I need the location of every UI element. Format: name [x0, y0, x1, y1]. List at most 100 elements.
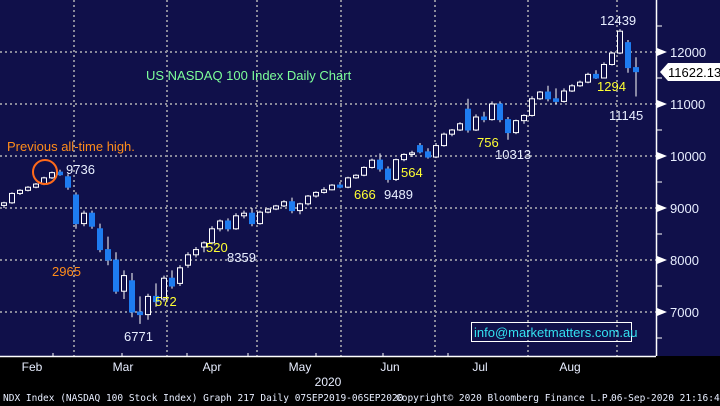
candle	[369, 158, 375, 169]
candle-body-up	[433, 145, 439, 158]
candle	[33, 183, 39, 189]
y-tick-marker	[657, 308, 667, 316]
y-axis: 12000 11000 10000 9000 8000 7000	[656, 25, 706, 339]
candle-body-up	[161, 277, 167, 300]
candle-body-down	[425, 151, 431, 158]
candle	[81, 210, 87, 227]
candle-body-up	[17, 189, 23, 194]
candle	[473, 114, 479, 132]
candle-body-up	[529, 98, 535, 116]
candle-body-up	[369, 159, 375, 168]
candle-body-up	[81, 212, 87, 225]
candle-body-up	[193, 249, 199, 256]
candle	[313, 191, 319, 198]
candle-body-up	[209, 228, 215, 244]
candle	[521, 114, 527, 124]
candle-body-down	[73, 194, 79, 225]
candle	[633, 57, 639, 97]
annotation-10313: 10313	[495, 147, 531, 162]
candle	[121, 270, 127, 299]
candle-body-down	[553, 98, 559, 102]
candle	[169, 270, 175, 289]
candle-body-down	[625, 42, 631, 69]
candle	[113, 252, 119, 294]
candle-body-up	[449, 129, 455, 135]
candle	[89, 210, 95, 229]
candle	[225, 218, 231, 232]
candle-body-up	[25, 186, 31, 191]
candle	[305, 195, 311, 206]
candle	[553, 88, 559, 104]
candle	[9, 192, 15, 204]
y-tick-marker	[657, 48, 667, 56]
x-tick-label: May	[289, 360, 312, 374]
candle	[545, 85, 551, 102]
last-price-value: 11622.13	[668, 65, 720, 80]
candle	[161, 275, 167, 302]
candle	[129, 273, 135, 318]
annotation-11145: 11145	[609, 108, 643, 123]
y-tick-label: 7000	[670, 305, 699, 320]
candle-body-up	[609, 52, 615, 65]
annotation-2965: 2965	[52, 264, 81, 279]
candle-body-down	[137, 311, 143, 316]
candle-body-down	[225, 220, 231, 230]
y-tick-label: 9000	[670, 201, 699, 216]
candle-body-down	[113, 259, 119, 292]
y-tick-label: 10000	[670, 149, 706, 164]
candle-body-down	[377, 159, 383, 170]
candle-body-up	[569, 85, 575, 92]
x-tick-label: Feb	[22, 360, 43, 374]
candles	[1, 29, 639, 324]
y-tick-marker	[657, 204, 667, 212]
candle-body-up	[265, 208, 271, 213]
bottom-bar	[0, 356, 720, 406]
candle-body-down	[105, 249, 111, 261]
annotation-1294: 1294	[597, 79, 626, 94]
candle-body-up	[217, 220, 223, 230]
candle-body-up	[33, 183, 39, 188]
candle	[329, 184, 335, 191]
annotation-572: 572	[155, 294, 177, 309]
candle	[497, 101, 503, 123]
candle	[601, 62, 607, 79]
candle-body-down	[633, 67, 639, 73]
candle	[297, 202, 303, 215]
candle-body-up	[457, 123, 463, 131]
candle-body-up	[585, 73, 591, 83]
candle	[257, 210, 263, 225]
candle	[537, 91, 543, 100]
candle-body-up	[313, 191, 319, 197]
candle	[217, 219, 223, 232]
annotation-12439: 12439	[600, 13, 636, 28]
candle-body-down	[153, 295, 159, 303]
candle-body-down	[289, 201, 295, 212]
x-tick-label: Aug	[559, 360, 580, 374]
candle	[265, 208, 271, 214]
x-tick-label: Jun	[380, 360, 399, 374]
candle-body-down	[497, 103, 503, 121]
candle	[481, 111, 487, 123]
candle	[409, 150, 415, 158]
candle-body-down	[481, 116, 487, 121]
annotation-9489: 9489	[384, 187, 413, 202]
candle-body-down	[465, 108, 471, 131]
candle-body-down	[169, 277, 175, 287]
candle-body-up	[601, 63, 607, 79]
candle	[337, 182, 343, 189]
candle-body-up	[513, 120, 519, 134]
y-tick-marker	[657, 152, 667, 160]
candle	[153, 283, 159, 307]
candle-body-up	[329, 184, 335, 191]
candle-body-up	[145, 295, 151, 316]
candle	[561, 88, 567, 103]
candle-body-up	[473, 116, 479, 131]
x-axis: Feb Mar Apr May Jun Jul Aug 2020	[22, 353, 581, 389]
candle	[585, 72, 591, 84]
candle	[505, 117, 511, 140]
candle-body-up	[305, 195, 311, 205]
candle	[617, 29, 623, 55]
candle	[177, 265, 183, 286]
y-tick-marker	[657, 100, 667, 108]
